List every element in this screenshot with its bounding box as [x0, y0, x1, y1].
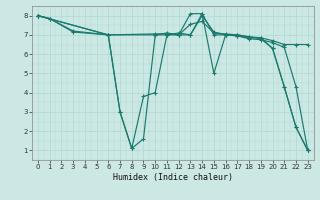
- X-axis label: Humidex (Indice chaleur): Humidex (Indice chaleur): [113, 173, 233, 182]
